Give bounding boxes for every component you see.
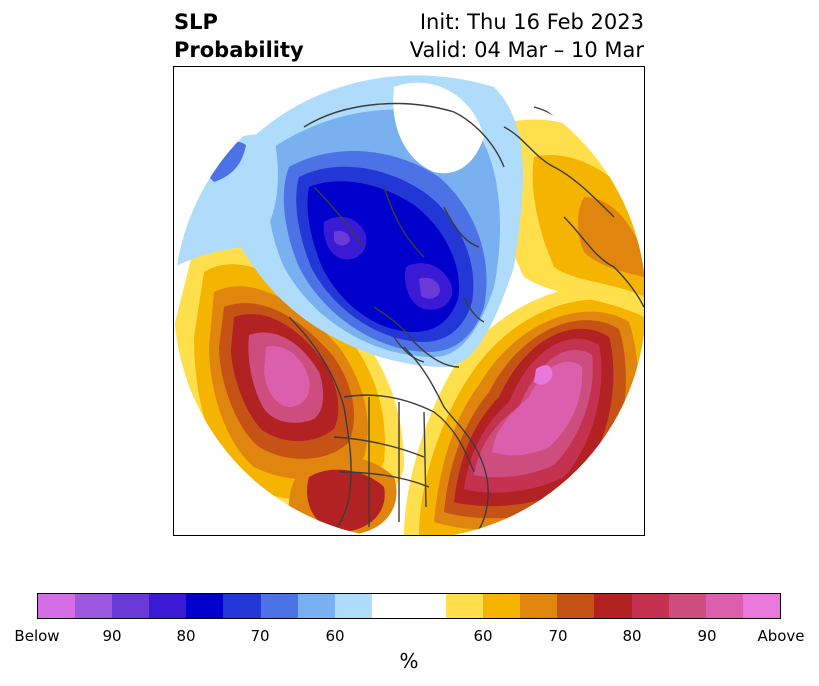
colorbar-segment bbox=[334, 594, 372, 618]
colorbar-segment bbox=[112, 594, 150, 618]
colorbar-segment bbox=[38, 594, 76, 618]
pacific-above-anomaly bbox=[174, 237, 404, 522]
variable-name: SLP bbox=[174, 10, 218, 34]
colorbar-tick-label: 90 bbox=[697, 627, 717, 645]
colorbar-segment bbox=[186, 594, 224, 618]
valid-range: Valid: 04 Mar – 10 Mar bbox=[409, 38, 644, 62]
south-us-above-anomaly bbox=[288, 456, 397, 535]
map-frame bbox=[173, 66, 645, 536]
colorbar-tick-label: 80 bbox=[622, 627, 642, 645]
colorbar-segment bbox=[483, 594, 521, 618]
colorbar-segment bbox=[223, 594, 261, 618]
colorbar-segment bbox=[557, 594, 595, 618]
colorbar-tick-label: Above bbox=[757, 627, 805, 645]
colorbar-unit: % bbox=[399, 649, 419, 673]
pole-neutral bbox=[393, 82, 484, 174]
colorbar-tick-label: 60 bbox=[325, 627, 345, 645]
colorbar bbox=[37, 593, 781, 619]
title-right: Init: Thu 16 Feb 2023 Valid: 04 Mar – 10… bbox=[410, 8, 644, 64]
init-date: Init: Thu 16 Feb 2023 bbox=[419, 10, 644, 34]
colorbar-segment bbox=[705, 594, 743, 618]
colorbar-segment bbox=[631, 594, 669, 618]
colorbar-tick-label: Below bbox=[14, 627, 60, 645]
colorbar-tick-label: 60 bbox=[473, 627, 493, 645]
colorbar-segment bbox=[149, 594, 187, 618]
colorbar-segment bbox=[371, 594, 409, 618]
colorbar-segment bbox=[297, 594, 335, 618]
colorbar-segment bbox=[408, 594, 447, 618]
colorbar-tick-label: 90 bbox=[102, 627, 122, 645]
probability-map bbox=[174, 67, 644, 535]
colorbar-tick-label: 80 bbox=[176, 627, 196, 645]
colorbar-segment bbox=[520, 594, 558, 618]
colorbar-segment bbox=[668, 594, 706, 618]
colorbar-segment bbox=[446, 594, 484, 618]
product-name: Probability bbox=[174, 38, 304, 62]
colorbar-tick-label: 70 bbox=[548, 627, 568, 645]
title-left: SLP Probability bbox=[174, 8, 304, 64]
colorbar-segment bbox=[742, 594, 780, 618]
colorbar-segment bbox=[594, 594, 632, 618]
colorbar-tick-label: 70 bbox=[250, 627, 270, 645]
colorbar-segment bbox=[75, 594, 113, 618]
colorbar-segment bbox=[260, 594, 298, 618]
